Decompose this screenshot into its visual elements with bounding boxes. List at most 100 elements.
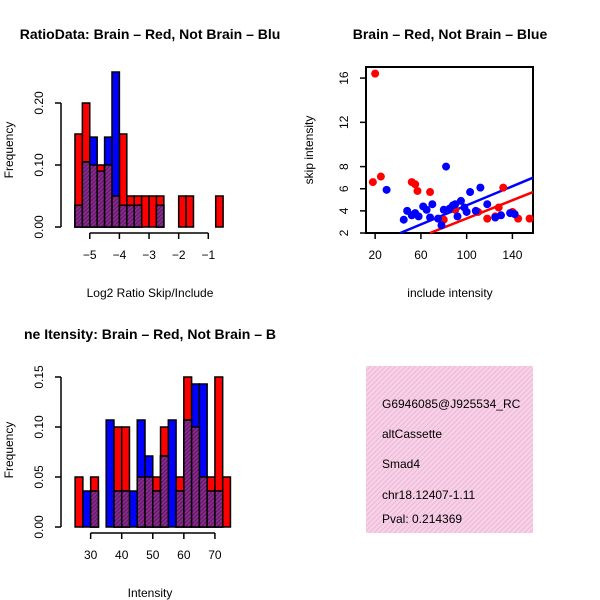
scatter-y-tick-label: 2 xyxy=(337,229,351,236)
scatter-not-brain-point xyxy=(483,200,492,209)
scatter-x-axis-label: include intensity xyxy=(407,286,492,300)
scatter-y-tick-label: 16 xyxy=(337,71,351,85)
scatter-not-brain-point xyxy=(437,221,446,230)
intensity-overlap-bar xyxy=(136,476,146,528)
scatter-axes: 20 60 100 140 2 4 6 8 12 16 xyxy=(337,71,523,262)
ratio-overlap-bar xyxy=(74,204,84,228)
ratio-y-tick-label: 0.10 xyxy=(32,153,46,177)
scatter-x-tick-label: 60 xyxy=(414,248,428,262)
scatter-y-tick-label: 4 xyxy=(337,207,351,214)
scatter-brain-point xyxy=(494,203,503,212)
info-gene: Smad4 xyxy=(382,457,420,471)
scatter-not-brain-point xyxy=(510,210,519,219)
ratio-x-tick-label: −5 xyxy=(83,248,97,262)
scatter-not-brain-point xyxy=(496,211,505,220)
intensity-y-tick-label: 0.10 xyxy=(32,415,46,439)
scatter-y-axis-label: skip intensity xyxy=(302,116,316,185)
scatter-x-tick-label: 100 xyxy=(457,248,477,262)
ratio-brain-bar xyxy=(177,195,187,228)
scatter-not-brain-point xyxy=(428,200,437,209)
ratio-brain-bar xyxy=(140,195,150,228)
ratio-overlap-bar xyxy=(118,204,128,228)
intensity-overlap-bar xyxy=(159,455,170,528)
scatter-not-brain-point xyxy=(471,206,480,215)
intensity-overlap-bar xyxy=(175,490,185,528)
scatter-points xyxy=(368,69,534,235)
scatter-brain-point xyxy=(483,214,492,223)
intensity-x-tick-label: 60 xyxy=(177,548,191,562)
intensity-overlap-bar xyxy=(89,490,100,528)
scatter-brain-point xyxy=(371,69,380,78)
scatter-brain-point xyxy=(426,188,435,197)
ratio-overlap-bar xyxy=(96,170,106,228)
info-box: G6946085@J925534_RC altCassette Smad4 ch… xyxy=(366,366,533,533)
scatter-brain-point xyxy=(525,214,534,223)
ratio-histogram-panel: RatioData: Brain – Red, Not Brain – Blu … xyxy=(2,26,280,300)
intensity-overlap-bar xyxy=(214,490,224,528)
ratio-overlap-bar xyxy=(126,204,135,228)
intensity-x-tick-label: 40 xyxy=(115,548,129,562)
ratio-x-tick-label: −4 xyxy=(113,248,127,262)
intensity-not-brain-bar xyxy=(105,419,115,528)
intensity-brain-bar xyxy=(74,476,84,528)
intensity-brain-bar xyxy=(221,476,232,528)
intensity-chart-title: ne Itensity: Brain – Red, Not Brain – B xyxy=(24,326,276,342)
ratio-y-tick-label: 0.00 xyxy=(32,215,46,239)
ratio-overlap-bar xyxy=(155,204,165,228)
scatter-not-brain-point xyxy=(456,196,465,205)
scatter-not-brain-point xyxy=(453,212,462,221)
ratio-brain-bar xyxy=(185,195,195,228)
intensity-y-tick-label: 0.05 xyxy=(32,465,46,489)
scatter-not-brain-point xyxy=(434,214,443,223)
ratio-x-tick-label: −3 xyxy=(142,248,156,262)
ratio-y-tick-label: 0.20 xyxy=(32,91,46,115)
intensity-overlap-bar xyxy=(183,419,193,528)
scatter-y-tick-label: 8 xyxy=(337,163,351,170)
intensity-not-brain-bar xyxy=(128,490,138,528)
scatter-plot-box xyxy=(365,66,534,234)
intensity-overlap-bar xyxy=(144,476,154,528)
intensity-scatter-panel: Brain – Red, Not Brain – Blue include in… xyxy=(302,26,547,300)
intensity-y-tick-label: 0.00 xyxy=(32,515,46,539)
ratio-x-axis-label: Log2 Ratio Skip/Include xyxy=(87,286,214,300)
ratio-overlap-bar xyxy=(81,161,91,228)
scatter-brain-point xyxy=(368,178,377,187)
ratio-brain-bar xyxy=(148,195,158,228)
intensity-overlap-bar xyxy=(152,490,162,528)
scatter-not-brain-point xyxy=(414,212,423,221)
scatter-x-tick-label: 140 xyxy=(502,248,522,262)
intensity-x-tick-label: 70 xyxy=(208,548,222,562)
scatter-x-tick-label: 20 xyxy=(368,248,382,262)
ratio-overlap-bar xyxy=(111,195,121,228)
intensity-y-axis-label: Frequency xyxy=(2,422,16,479)
intensity-x-axis-label: Intensity xyxy=(128,586,173,600)
intensity-overlap-bar xyxy=(113,490,123,528)
intensity-not-brain-bar xyxy=(82,490,92,528)
scatter-brain-point xyxy=(413,186,422,195)
scatter-not-brain-point xyxy=(442,162,451,171)
scatter-not-brain-point xyxy=(382,185,391,194)
scatter-not-brain-point xyxy=(426,213,435,222)
scatter-chart-title: Brain – Red, Not Brain – Blue xyxy=(353,26,548,42)
scatter-not-brain-point xyxy=(462,207,471,216)
ratio-overlap-bar xyxy=(133,204,143,228)
intensity-bars xyxy=(74,376,232,528)
ratio-brain-bar xyxy=(214,195,224,228)
info-location: chr18.12407-1.11 xyxy=(382,488,476,502)
ratio-axes: −5 −4 −3 −2 −1 0.00 0.10 0.20 xyxy=(32,91,215,262)
intensity-not-brain-bar xyxy=(167,419,177,528)
scatter-brain-point xyxy=(376,172,385,181)
scatter-y-tick-label: 12 xyxy=(337,115,351,129)
ratio-y-axis-label: Frequency xyxy=(2,122,16,179)
intensity-y-tick-label: 0.15 xyxy=(32,365,46,389)
ratio-chart-title: RatioData: Brain – Red, Not Brain – Blu xyxy=(20,26,281,42)
intensity-histogram-panel: ne Itensity: Brain – Red, Not Brain – B … xyxy=(2,326,276,600)
ratio-bars xyxy=(74,71,224,228)
info-event: altCassette xyxy=(382,427,442,441)
ratio-x-tick-label: −1 xyxy=(201,248,215,262)
intensity-overlap-bar xyxy=(120,490,131,528)
scatter-not-brain-point xyxy=(466,188,475,197)
scatter-not-brain-point xyxy=(422,205,431,214)
intensity-overlap-bar xyxy=(198,476,208,528)
